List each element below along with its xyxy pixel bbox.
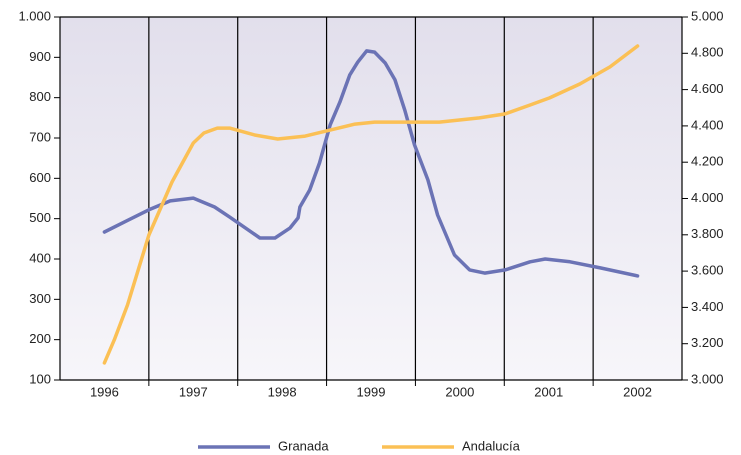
y2-tick-label: 3.800 bbox=[691, 226, 724, 241]
y2-tick-label: 3.000 bbox=[691, 371, 724, 386]
legend-label: Granada bbox=[278, 438, 329, 453]
y-tick-label: 1.000 bbox=[18, 8, 51, 23]
x-tick-label: 1996 bbox=[90, 384, 119, 399]
x-tick-label: 1999 bbox=[357, 384, 386, 399]
series-line bbox=[102, 49, 640, 278]
y-tick-label: 800 bbox=[29, 89, 51, 104]
y-tick-label: 900 bbox=[29, 49, 51, 64]
y2-tick-label: 3.200 bbox=[691, 335, 724, 350]
x-tick-label: 1997 bbox=[179, 384, 208, 399]
y-tick-label: 500 bbox=[29, 210, 51, 225]
y2-tick-label: 4.600 bbox=[691, 81, 724, 96]
y-tick-label: 700 bbox=[29, 129, 51, 144]
series-line bbox=[102, 44, 640, 365]
y-tick-label: 600 bbox=[29, 170, 51, 185]
y-tick-label: 300 bbox=[29, 291, 51, 306]
y2-tick-label: 4.000 bbox=[691, 190, 724, 205]
y2-tick-label: 3.400 bbox=[691, 299, 724, 314]
y2-tick-label: 5.000 bbox=[691, 8, 724, 23]
y-tick-label: 200 bbox=[29, 331, 51, 346]
y-tick-label: 100 bbox=[29, 371, 51, 386]
y2-tick-label: 4.400 bbox=[691, 117, 724, 132]
y-tick-label: 400 bbox=[29, 250, 51, 265]
y2-tick-label: 3.600 bbox=[691, 263, 724, 278]
legend-label: Andalucía bbox=[462, 438, 521, 453]
x-tick-label: 2000 bbox=[445, 384, 474, 399]
plot-area bbox=[60, 17, 682, 380]
x-tick-label: 2002 bbox=[623, 384, 652, 399]
y2-tick-label: 4.800 bbox=[691, 45, 724, 60]
x-tick-label: 1998 bbox=[268, 384, 297, 399]
y2-tick-label: 4.200 bbox=[691, 154, 724, 169]
x-tick-label: 2001 bbox=[534, 384, 563, 399]
